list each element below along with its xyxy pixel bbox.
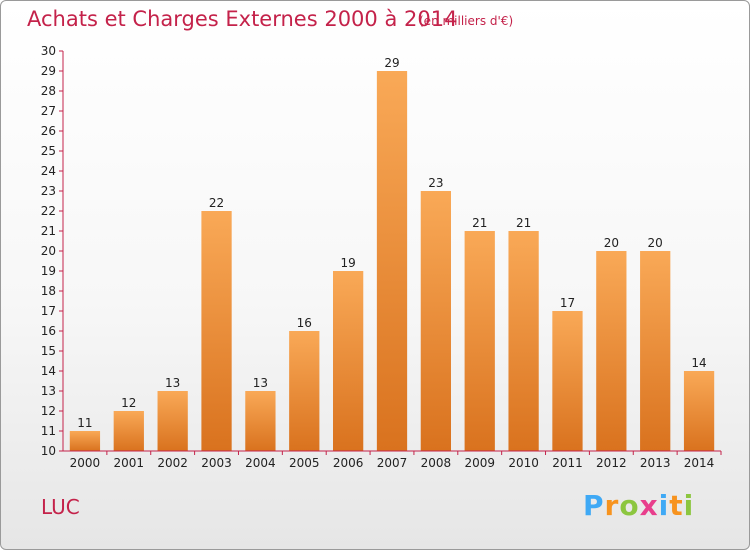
bars: 11 12 13 22 13 16 19 29 23 21 21 17 20 20 14	[69, 56, 715, 451]
bar-2013	[640, 251, 671, 451]
y-tick-label: 10	[41, 444, 56, 458]
bar-value-label: 22	[209, 196, 224, 210]
y-tick-label: 19	[41, 264, 56, 278]
bar-2012	[596, 251, 627, 451]
x-tick-label: 2001	[114, 456, 145, 470]
x-tick-label: 2003	[201, 456, 232, 470]
y-tick-label: 15	[41, 344, 56, 358]
y-tick-label: 12	[41, 404, 56, 418]
y-tick-label: 25	[41, 144, 56, 158]
x-tick-label: 2008	[421, 456, 452, 470]
bar-2004	[245, 391, 276, 451]
x-tick-label: 2013	[640, 456, 671, 470]
x-tick-label: 2012	[596, 456, 627, 470]
y-tick-label: 16	[41, 324, 56, 338]
bar-value-label: 29	[384, 56, 399, 70]
logo-letter: i	[658, 489, 670, 522]
bar-value-label: 13	[253, 376, 268, 390]
bar-value-label: 14	[691, 356, 706, 370]
x-axis: 2000 2001 2002 2003 2004 2005 2006 2007 2008 2009…	[63, 450, 722, 470]
bar-2009	[464, 231, 495, 451]
logo-letter: r	[604, 489, 620, 522]
bar-value-label: 21	[516, 216, 531, 230]
bar-2002	[157, 391, 188, 451]
proxiti-logo[interactable]: Proxiti	[583, 489, 694, 522]
location-label: LUC	[41, 495, 80, 519]
chart-subtitle: (en milliers d'€)	[419, 14, 514, 28]
chart-title: Achats et Charges Externes 2000 à 2014	[27, 7, 458, 31]
y-tick-label: 22	[41, 204, 56, 218]
bar-value-label: 19	[340, 256, 355, 270]
bar-value-label: 17	[560, 296, 575, 310]
bar-value-label: 16	[297, 316, 312, 330]
y-tick-label: 17	[41, 304, 56, 318]
bar-2001	[113, 411, 144, 451]
y-tick-label: 23	[41, 184, 56, 198]
y-tick-label: 26	[41, 124, 56, 138]
y-tick-label: 18	[41, 284, 56, 298]
bar-2007	[376, 71, 408, 451]
logo-letter: P	[583, 489, 605, 522]
logo-letter: t	[669, 489, 684, 522]
bar-2000	[69, 431, 101, 451]
bar-2014	[683, 371, 715, 451]
bar-2008	[420, 191, 452, 451]
bar-2003	[201, 211, 232, 451]
y-tick-label: 28	[41, 84, 56, 98]
x-tick-label: 2004	[245, 456, 276, 470]
x-tick-label: 2000	[70, 456, 101, 470]
y-tick-label: 14	[41, 364, 56, 378]
bar-value-label: 20	[648, 236, 663, 250]
y-tick-label: 21	[41, 224, 56, 238]
y-tick-label: 20	[41, 244, 56, 258]
y-tick-label: 24	[41, 164, 56, 178]
x-tick-label: 2005	[289, 456, 320, 470]
x-tick-label: 2007	[377, 456, 408, 470]
y-tick-label: 13	[41, 384, 56, 398]
bar-value-label: 12	[121, 396, 136, 410]
bar-2011	[552, 311, 583, 451]
y-axis: 10 11 12 13 14 15 16 17 18 19 20 21 22 23 24 25 26 27 28 29…	[41, 44, 64, 458]
y-tick-label: 27	[41, 104, 56, 118]
bar-value-label: 20	[604, 236, 619, 250]
bar-2010	[508, 231, 539, 451]
bar-value-label: 13	[165, 376, 180, 390]
bar-value-label: 21	[472, 216, 487, 230]
y-tick-label: 30	[41, 44, 56, 58]
logo-letter: x	[639, 489, 659, 522]
bar-2006	[332, 271, 364, 451]
bar-2005	[289, 331, 320, 451]
y-tick-label: 11	[41, 424, 56, 438]
x-tick-label: 2011	[552, 456, 583, 470]
logo-letter: o	[619, 489, 640, 522]
x-tick-label: 2014	[684, 456, 715, 470]
x-tick-label: 2006	[333, 456, 364, 470]
bar-value-label: 11	[77, 416, 92, 430]
logo-letter: i	[683, 489, 695, 522]
x-tick-label: 2009	[464, 456, 495, 470]
y-tick-label: 29	[41, 64, 56, 78]
x-tick-label: 2010	[508, 456, 539, 470]
bar-value-label: 23	[428, 176, 443, 190]
x-tick-label: 2002	[157, 456, 188, 470]
